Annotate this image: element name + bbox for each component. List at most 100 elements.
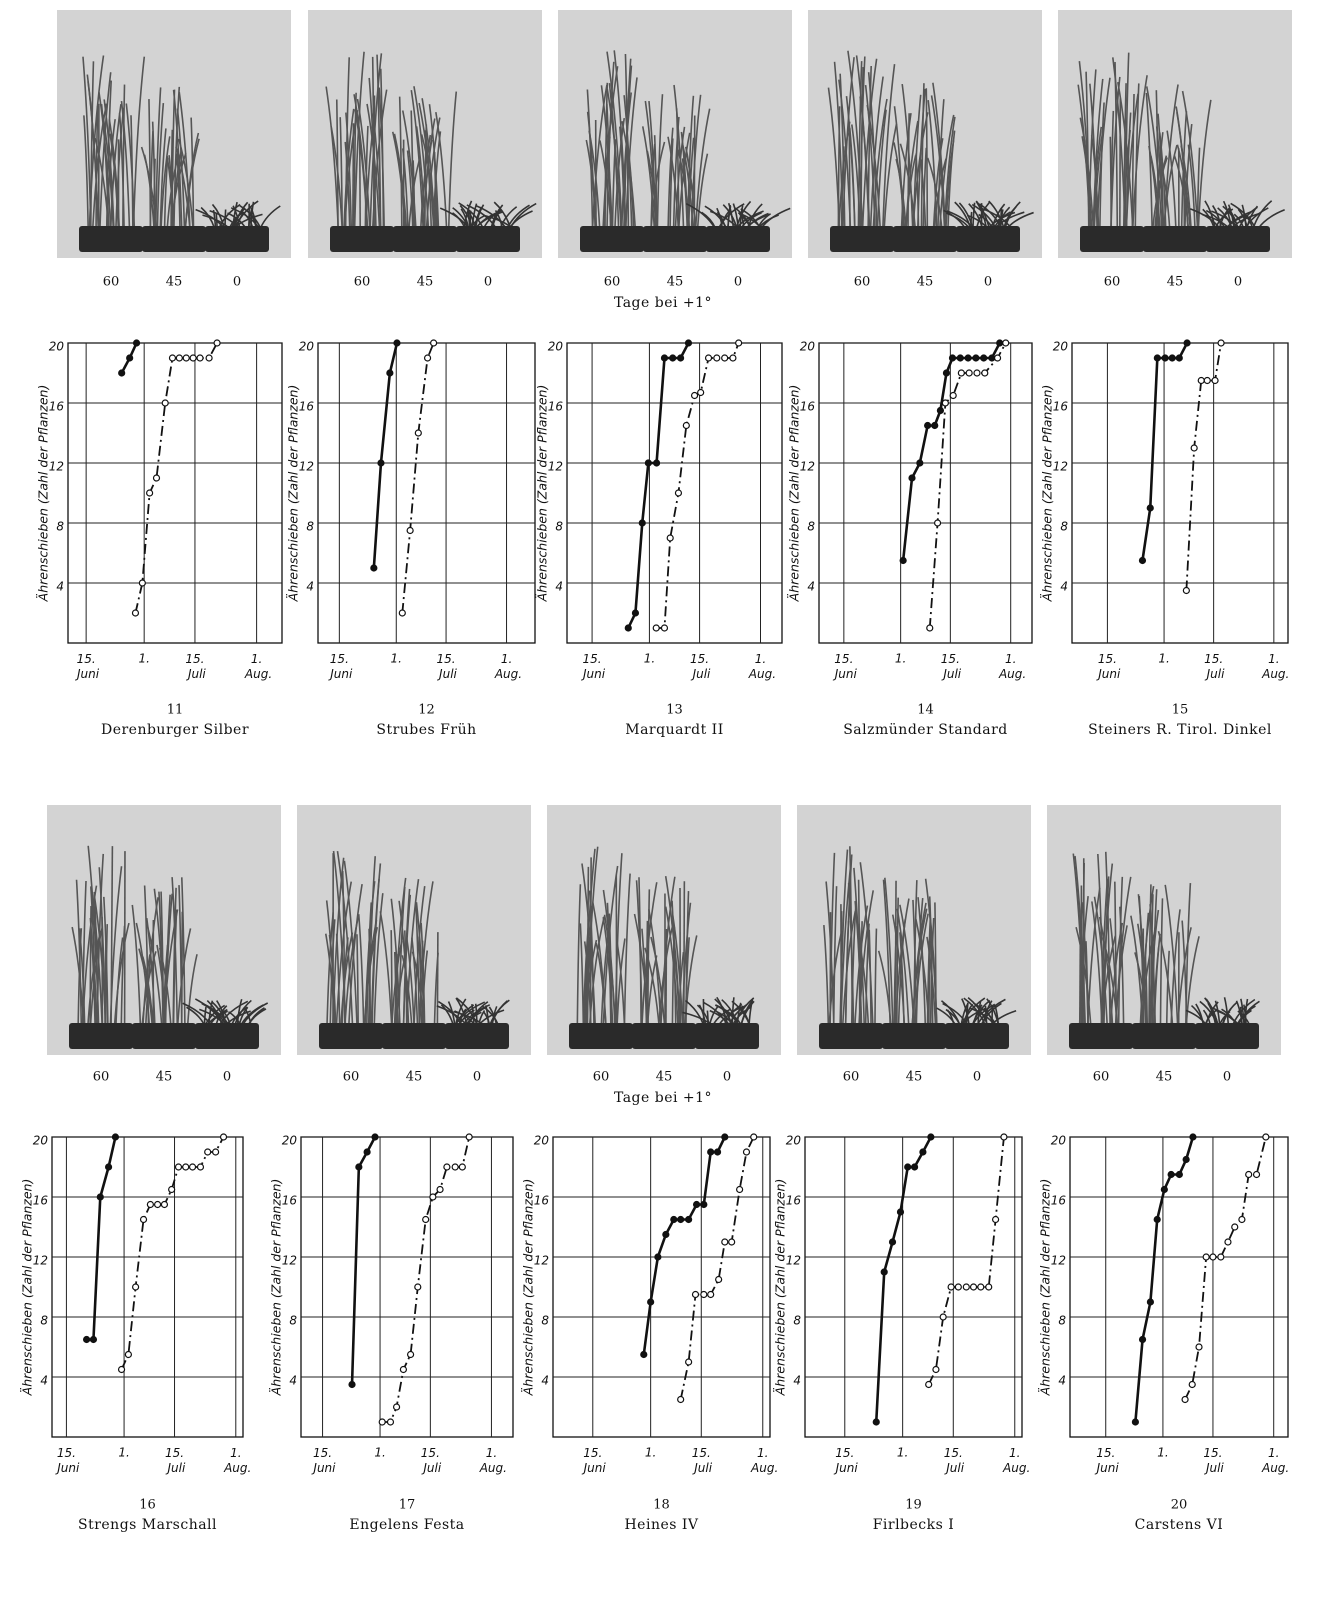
plant-leaf	[1101, 937, 1119, 1026]
plant-leaf	[172, 909, 178, 1026]
panel-number: 17	[399, 1498, 416, 1513]
y-tick-label: 16	[49, 400, 65, 414]
plant-leaf	[673, 84, 685, 229]
data-point	[899, 556, 907, 565]
plant-leaf	[458, 202, 484, 229]
data-point	[126, 354, 134, 362]
data-point	[1175, 1170, 1183, 1179]
plant-leaf	[249, 201, 255, 229]
data-point	[168, 1185, 176, 1194]
plant-leaf	[82, 56, 92, 229]
y-tick-label: 8	[1060, 520, 1068, 534]
plant-leaf	[411, 937, 419, 1026]
plant-leaf	[475, 204, 507, 229]
data-point	[168, 354, 177, 362]
data-point	[124, 1350, 132, 1359]
data-point	[735, 339, 743, 347]
data-point	[652, 459, 661, 467]
photo-label: 60	[593, 1070, 610, 1085]
data-point	[941, 399, 949, 407]
plant-leaf	[173, 86, 181, 229]
x-tick-label: 1. Aug.	[747, 1446, 778, 1475]
data-point	[139, 1215, 148, 1224]
data-point	[880, 1268, 888, 1276]
data-point	[132, 339, 141, 347]
x-tick-label: 15. Juni	[310, 1446, 337, 1475]
pot	[643, 226, 707, 252]
plant-leaf	[927, 100, 938, 229]
plant-leaf	[823, 925, 830, 1026]
x-tick-label: 15. Juli	[689, 652, 711, 681]
data-point	[189, 354, 197, 362]
plant-leaf	[585, 139, 598, 229]
caption: Tage bei +1°	[614, 295, 712, 311]
plant-leaf	[883, 123, 898, 229]
plant-leaf	[825, 881, 835, 1026]
plant-leaf	[606, 51, 623, 229]
plant-leaf	[635, 880, 643, 1026]
data-point	[1197, 376, 1205, 385]
plant-leaf	[402, 888, 411, 1026]
plant-leaf	[947, 130, 956, 229]
plant-leaf	[671, 914, 684, 1026]
data-point	[682, 421, 690, 430]
plant-leaf	[332, 850, 347, 1026]
plant-leaf	[1243, 1004, 1247, 1026]
pot	[132, 1023, 196, 1049]
data-point	[393, 339, 401, 347]
data-point	[919, 1148, 927, 1156]
y-tick-label: 12	[299, 460, 314, 474]
plant-leaf	[1132, 75, 1148, 229]
plant-leaf	[876, 109, 887, 229]
plant-leaf	[858, 923, 866, 1026]
plant-leaf	[352, 123, 355, 229]
y-tick-label: 4	[1060, 580, 1068, 594]
data-point	[685, 1215, 693, 1224]
data-point	[985, 1283, 993, 1291]
data-point	[676, 354, 685, 362]
plant-leaf	[410, 90, 424, 229]
plant-leaf	[435, 111, 448, 229]
plant-leaf	[1197, 99, 1212, 229]
plant-leaf	[163, 157, 169, 229]
plant-leaf	[869, 76, 884, 229]
caption: Tage bei +1°	[614, 1090, 712, 1106]
plant-leaf	[176, 108, 186, 229]
data-point	[1138, 556, 1147, 565]
plant-leaf	[86, 74, 100, 229]
plant-leaf	[194, 998, 225, 1026]
data-point	[443, 1163, 451, 1171]
plant-leaf	[1075, 927, 1092, 1026]
plant-leaf	[1204, 997, 1219, 1026]
photo-label: 60	[604, 275, 621, 290]
plant-leaf	[867, 72, 878, 229]
variety-name: Strubes Früh	[376, 722, 476, 738]
x-tick-label: 15. Juni	[579, 652, 606, 681]
plant-leaf	[681, 158, 689, 229]
plant-leaf	[343, 860, 358, 1026]
plant-leaf	[884, 877, 894, 1026]
plant-leaf	[648, 100, 657, 229]
pot	[319, 1023, 383, 1049]
plant-leaf	[418, 881, 434, 1026]
photo-label: 0	[1223, 1070, 1231, 1085]
plant-leaf	[459, 204, 474, 229]
data-point	[182, 354, 190, 362]
plant-leaf	[891, 914, 906, 1026]
plant-leaf	[87, 930, 102, 1026]
plant-leaf	[901, 83, 914, 229]
data-point	[713, 354, 721, 362]
data-point	[378, 1418, 386, 1426]
data-point	[175, 354, 183, 362]
y-tick-label: 8	[289, 1314, 297, 1328]
y-tick-label: 16	[548, 400, 564, 414]
data-point	[931, 421, 939, 430]
plant-leaf	[934, 902, 937, 1026]
data-point	[670, 1215, 678, 1224]
plant-leaf	[447, 91, 458, 229]
y-tick-label: 12	[786, 1254, 801, 1268]
plant-leaf	[143, 154, 155, 229]
data-point	[631, 609, 640, 617]
pot	[205, 226, 269, 252]
